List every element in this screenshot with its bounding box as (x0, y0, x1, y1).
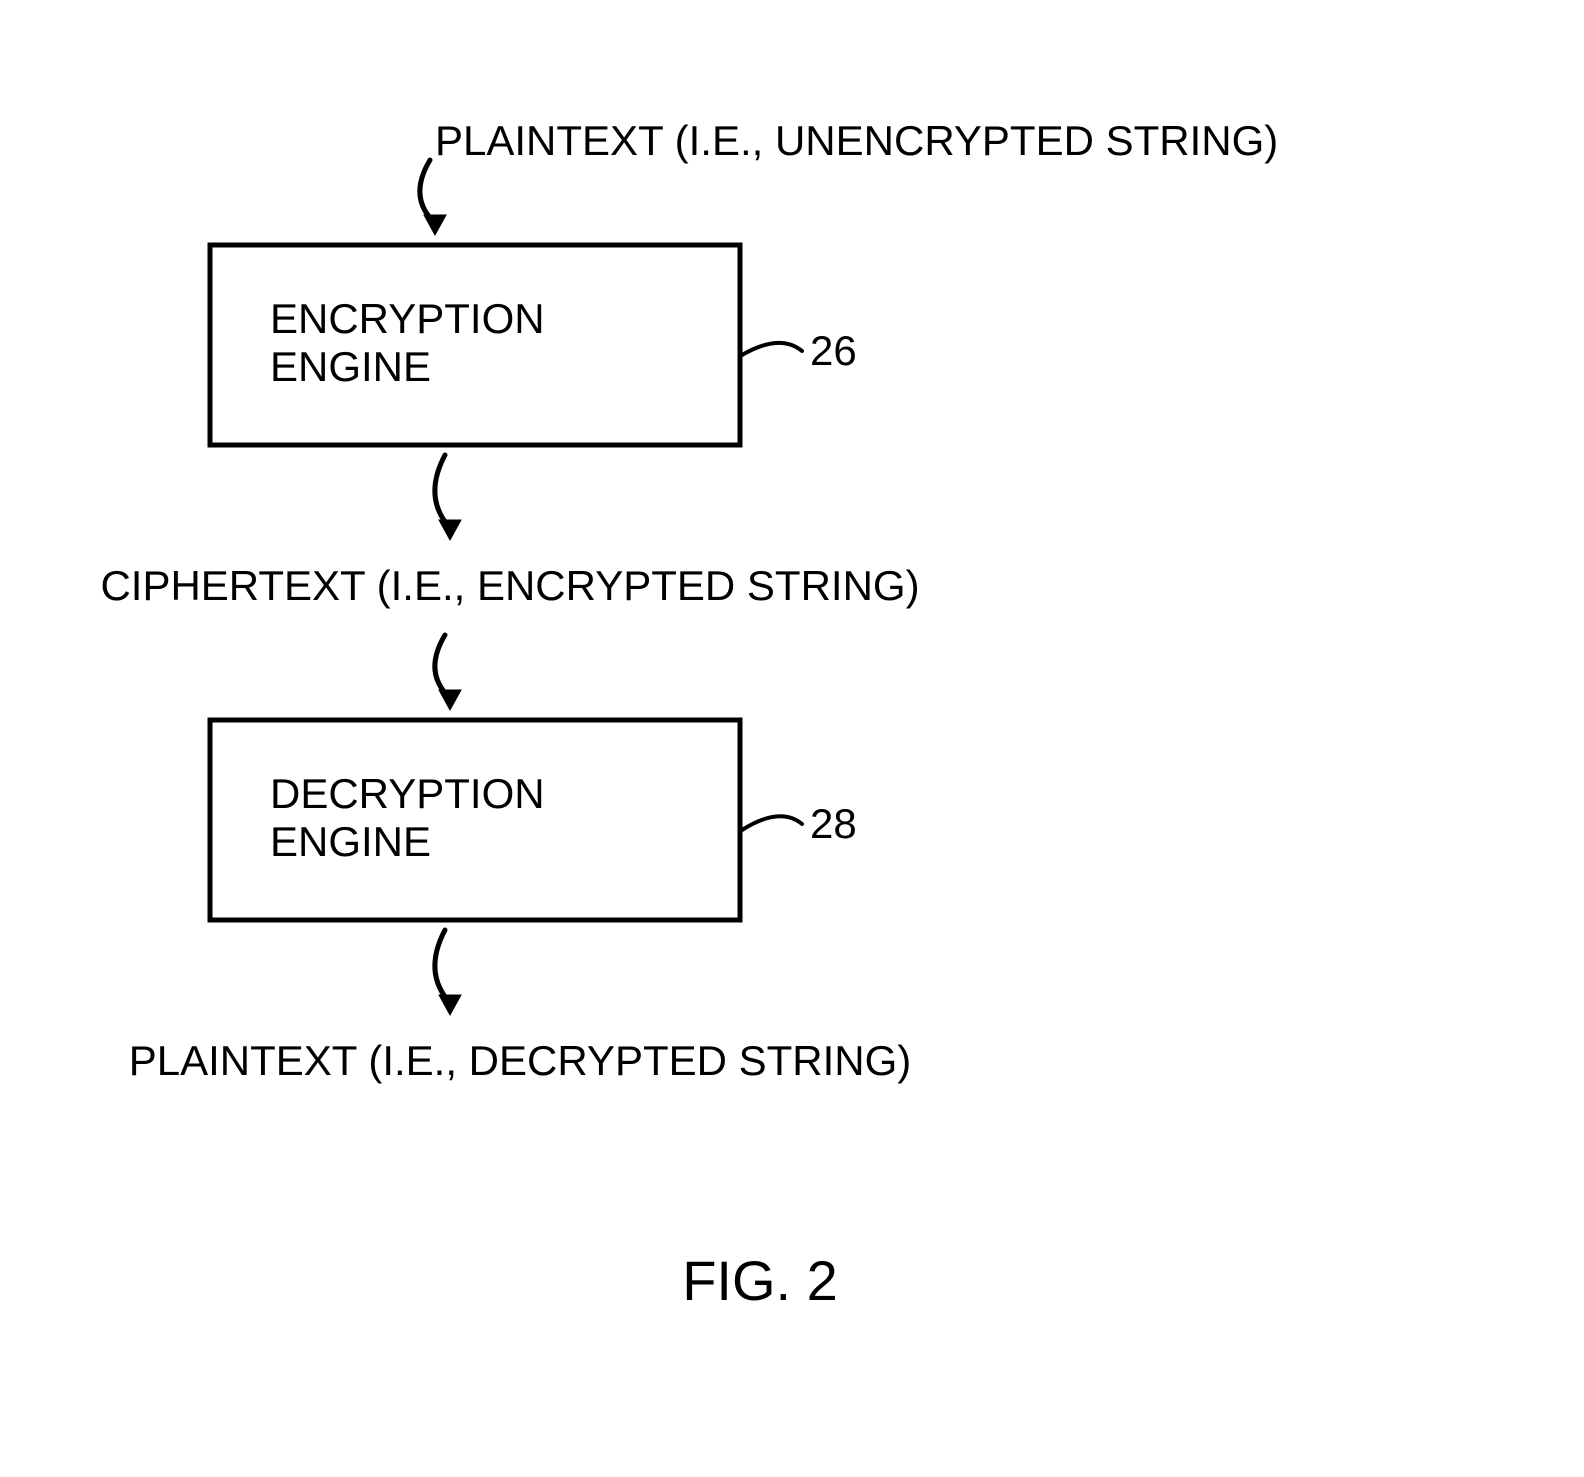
encryption-engine-box-line2: ENGINE (270, 343, 431, 390)
encryption-engine-box-line1: ENCRYPTION (270, 295, 545, 342)
decryption-engine-box-line1: DECRYPTION (270, 770, 545, 817)
encryption-engine-ref: 26 (810, 327, 857, 374)
label-ciphertext: CIPHERTEXT (I.E., ENCRYPTED STRING) (100, 562, 919, 609)
label-plaintext-in: PLAINTEXT (I.E., UNENCRYPTED STRING) (435, 117, 1278, 164)
decryption-engine-ref: 28 (810, 800, 857, 847)
flowchart-diagram: PLAINTEXT (I.E., UNENCRYPTED STRING) ENCR… (0, 0, 1584, 1477)
label-plaintext-out: PLAINTEXT (I.E., DECRYPTED STRING) (129, 1037, 912, 1084)
decryption-engine-box-line2: ENGINE (270, 818, 431, 865)
figure-caption: FIG. 2 (682, 1249, 838, 1312)
